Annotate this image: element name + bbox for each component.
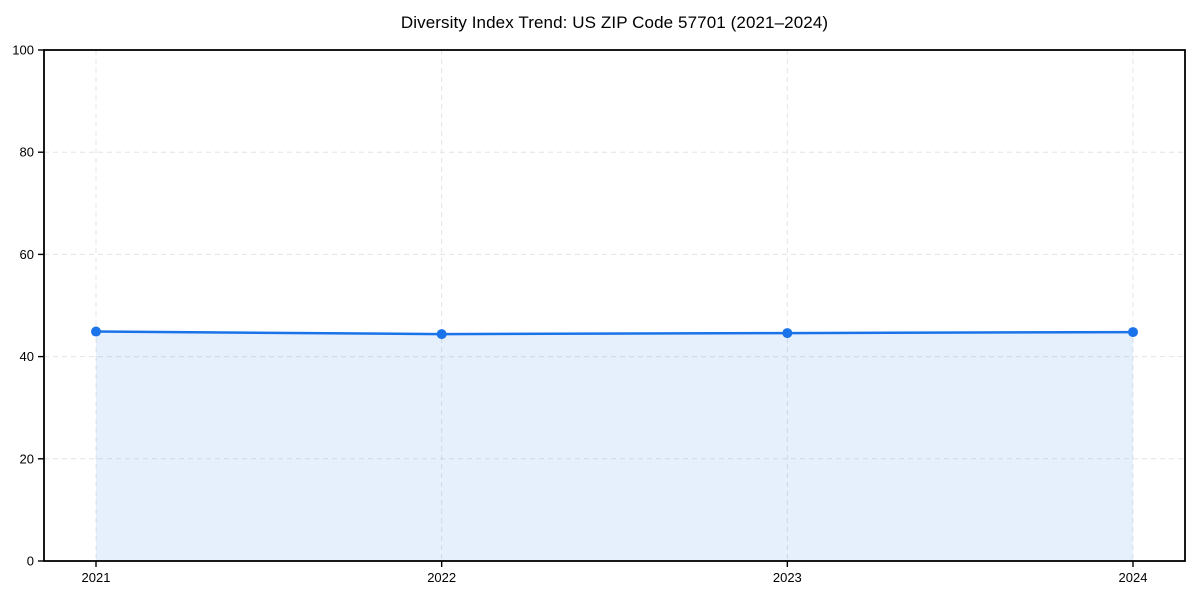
x-tick-label: 2023	[773, 570, 802, 585]
area-fill	[96, 331, 1133, 561]
data-point-2021	[91, 326, 101, 337]
y-tick-label: 60	[20, 247, 34, 262]
trend-line	[94, 330, 1135, 336]
x-tick-label: 2024	[1119, 570, 1148, 585]
y-tick-label: 20	[20, 451, 34, 466]
chart-title: Diversity Index Trend: US ZIP Code 57701…	[400, 13, 829, 32]
y-tick-label: 80	[20, 145, 34, 160]
data-point-2023	[782, 328, 793, 339]
x-tick-label: 2022	[427, 570, 456, 585]
axes-box	[43, 49, 1186, 562]
data-point-2022	[436, 329, 447, 340]
data-point-2024	[1128, 327, 1138, 338]
x-tick-label: 2021	[82, 570, 111, 585]
y-tick-label: 40	[20, 349, 34, 364]
y-tick-label: 0	[27, 554, 34, 569]
y-tick-label: 100	[12, 43, 34, 58]
